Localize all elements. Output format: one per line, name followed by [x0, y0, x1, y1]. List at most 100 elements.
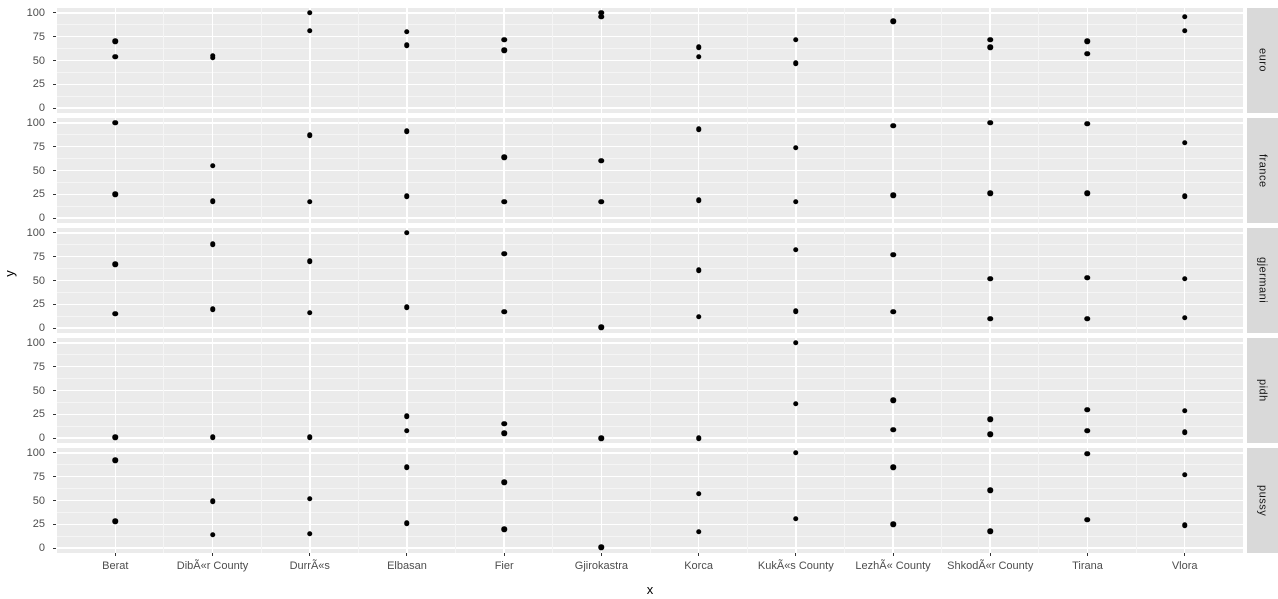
y-tick-label: 100	[26, 6, 45, 19]
facet-strip-pussy: pussy	[1247, 448, 1278, 553]
gridline-minor	[1038, 8, 1040, 113]
data-point	[209, 54, 216, 61]
data-point	[501, 421, 507, 427]
gridline-minor	[746, 228, 748, 333]
gridline-major	[503, 448, 505, 553]
data-point	[1084, 274, 1091, 281]
y-tick-label: 0	[38, 432, 45, 445]
y-tick-mark	[53, 83, 56, 85]
gridline-major	[795, 228, 797, 333]
gridline-major	[211, 338, 214, 443]
data-point	[793, 247, 799, 253]
data-point	[987, 275, 993, 282]
data-point	[793, 340, 799, 346]
x-tick-label: LezhÃ« County	[855, 560, 931, 572]
data-point	[501, 251, 507, 257]
data-point	[1181, 28, 1188, 34]
data-point	[695, 267, 702, 273]
gridline-major	[406, 448, 408, 553]
gridline-minor	[357, 448, 359, 553]
y-tick-label: 50	[32, 384, 45, 397]
y-tick-label: 0	[38, 102, 45, 115]
y-tick-label: 0	[38, 322, 45, 335]
data-point	[793, 450, 799, 456]
data-point	[404, 520, 410, 527]
gridline-major	[503, 118, 505, 223]
data-point	[307, 310, 313, 316]
gridline-major	[600, 448, 603, 553]
data-point	[307, 199, 313, 205]
data-point	[1084, 516, 1091, 523]
x-tick-mark	[309, 553, 311, 556]
facet-panel-euro	[57, 8, 1243, 113]
facet-panel-france	[57, 118, 1243, 223]
gridline-major	[989, 338, 991, 443]
data-point	[987, 120, 993, 126]
y-tick-mark	[53, 547, 56, 549]
y-tick-mark	[53, 303, 56, 305]
gridline-major	[697, 228, 700, 333]
gridline-minor	[843, 118, 845, 223]
gridline-major	[697, 338, 700, 443]
facet-panel-gjermani	[57, 228, 1243, 333]
gridline-minor	[1135, 8, 1137, 113]
y-tick-mark	[53, 12, 56, 14]
y-tick-label: 50	[32, 494, 45, 507]
y-tick-mark	[53, 390, 56, 391]
gridline-major	[309, 338, 311, 443]
gridline-minor	[163, 448, 165, 553]
gridline-major	[892, 228, 894, 333]
gridline-major	[309, 228, 311, 333]
y-tick-mark	[53, 437, 56, 439]
gridline-minor	[843, 448, 845, 553]
gridline-minor	[260, 338, 262, 443]
data-point	[112, 518, 119, 525]
gridline-major	[600, 118, 603, 223]
y-tick-mark	[53, 280, 56, 281]
gridline-minor	[746, 8, 748, 113]
data-point	[501, 36, 507, 43]
data-point	[209, 532, 216, 538]
gridline-minor	[1038, 448, 1040, 553]
gridline-major	[1086, 8, 1089, 113]
gridline-minor	[455, 228, 457, 333]
y-tick-label: 100	[26, 336, 45, 349]
gridline-minor	[1135, 448, 1137, 553]
data-point	[112, 38, 119, 45]
gridline-minor	[552, 338, 554, 443]
data-point	[404, 413, 410, 420]
gridline-major	[1086, 448, 1089, 553]
data-point	[404, 128, 410, 135]
y-tick-label: 75	[32, 470, 45, 483]
y-tick-mark	[53, 327, 56, 329]
gridline-minor	[1135, 338, 1137, 443]
gridline-major	[114, 8, 117, 113]
data-point	[1084, 315, 1091, 322]
gridline-major	[503, 338, 505, 443]
data-point	[695, 314, 702, 320]
gridline-major	[697, 448, 700, 553]
data-point	[695, 197, 702, 203]
gridline-major	[989, 118, 991, 223]
facet-strip-gjermani: gjermani	[1247, 228, 1278, 333]
gridline-major	[600, 228, 603, 333]
data-point	[793, 308, 799, 314]
data-point	[793, 199, 799, 205]
gridline-major	[697, 8, 700, 113]
y-tick-mark	[53, 523, 56, 525]
y-tick-mark	[53, 342, 56, 344]
y-tick-mark	[53, 122, 56, 124]
facet-strip-label: france	[1256, 153, 1269, 188]
y-tick-label: 25	[32, 188, 45, 201]
gridline-minor	[163, 338, 165, 443]
gridline-major	[1183, 448, 1186, 553]
x-tick-mark	[989, 553, 991, 556]
data-point	[598, 10, 605, 16]
data-point	[695, 491, 702, 497]
gridline-minor	[1135, 118, 1137, 223]
gridline-major	[697, 118, 700, 223]
y-tick-label: 25	[32, 518, 45, 531]
gridline-minor	[1038, 228, 1040, 333]
gridline-minor	[746, 118, 748, 223]
data-point	[1084, 38, 1091, 45]
